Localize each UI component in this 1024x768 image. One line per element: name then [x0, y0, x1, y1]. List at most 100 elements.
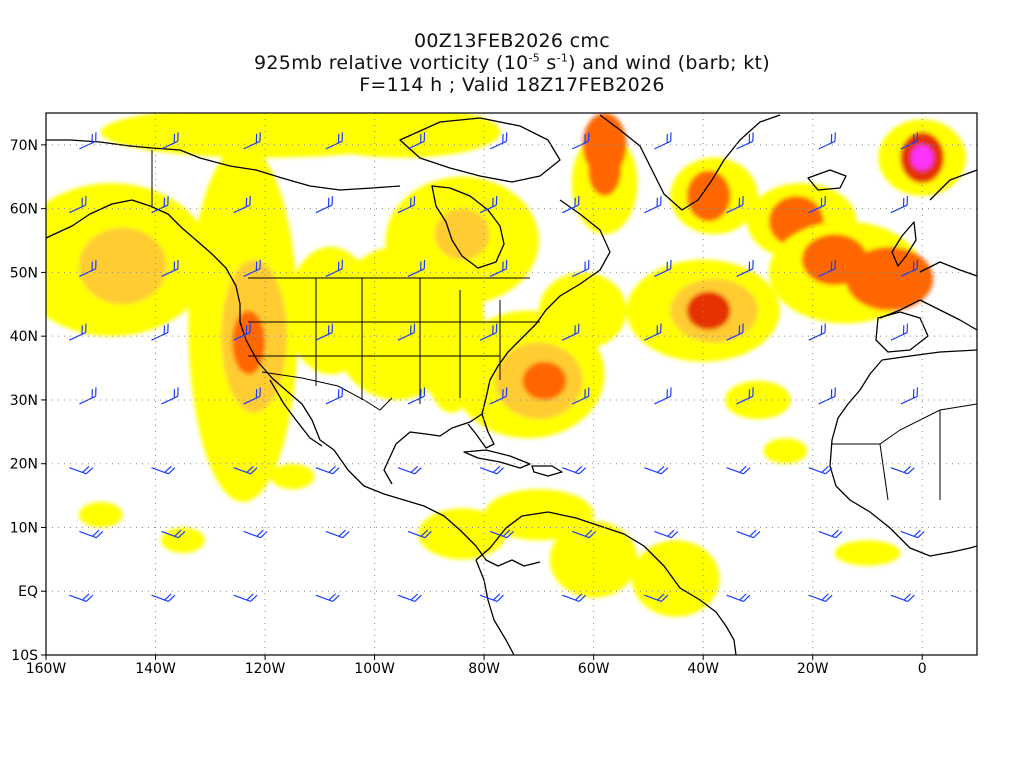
- coast-north-america-west: [46, 199, 541, 567]
- y-tick-label: 60N: [10, 202, 38, 218]
- wind-barb: [243, 132, 261, 150]
- wind-barb: [818, 529, 843, 539]
- political-borders: [151, 150, 977, 501]
- wind-barb: [489, 529, 514, 539]
- wind-barb: [151, 323, 169, 341]
- wind-barb: [325, 529, 350, 539]
- wind-barb: [890, 196, 909, 214]
- border-west-africa: [832, 403, 977, 501]
- wind-barb: [315, 323, 333, 341]
- wind-barb: [243, 387, 261, 405]
- wind-barb: [562, 196, 580, 214]
- wind-barb: [644, 465, 669, 475]
- border-us-states: [248, 278, 540, 404]
- wind-barb: [736, 529, 761, 539]
- vorticity-blob: [549, 521, 638, 598]
- vorticity-blob: [270, 463, 315, 490]
- coast-south-america-west: [475, 559, 515, 655]
- wind-barb: [808, 593, 833, 602]
- title-line-1: 00Z13FEB2026 cmc: [414, 30, 610, 52]
- wind-barb: [479, 465, 504, 475]
- wind-barb: [479, 593, 504, 602]
- coast-europe: [879, 169, 977, 331]
- x-tick-label: 100W: [354, 661, 395, 677]
- vorticity-blob: [686, 291, 731, 330]
- coast-greenland: [599, 114, 781, 211]
- wind-barb: [325, 387, 343, 405]
- wind-barb: [79, 387, 97, 405]
- wind-barb: [407, 529, 432, 539]
- wind-barb: [489, 259, 508, 277]
- coast-hudson-bay: [431, 185, 505, 269]
- wind-barb: [654, 387, 672, 405]
- wind-barb: [407, 132, 426, 150]
- coast-hispaniola: [531, 465, 563, 477]
- lat-lon-gridlines: [45, 113, 977, 656]
- wind-barb: [808, 323, 826, 341]
- wind-barb: [161, 132, 179, 150]
- wind-barb: [818, 132, 836, 150]
- title-exponent-1: -5: [528, 51, 541, 65]
- wind-barb: [315, 593, 340, 602]
- title-line-2: 925mb relative vorticity (10-5 s-1) and …: [0, 52, 1024, 74]
- vorticity-blob: [538, 272, 627, 349]
- wind-barb: [489, 387, 508, 405]
- wind-barb: [243, 529, 268, 539]
- wind-barb: [890, 465, 915, 475]
- wind-barb: [151, 465, 176, 475]
- wind-barb: [900, 132, 919, 150]
- coast-florida: [467, 413, 495, 449]
- wind-barb: [654, 132, 672, 150]
- vorticity-blob: [418, 508, 507, 560]
- wind-barb: [736, 132, 754, 150]
- wind-barb: [890, 593, 915, 602]
- vorticity-blob: [763, 438, 808, 464]
- title-line-2-part-c: ) and wind (barb; kt): [568, 52, 770, 74]
- wind-barb: [161, 529, 186, 539]
- y-tick-label: 10S: [11, 648, 38, 664]
- wind-barb: [407, 387, 426, 405]
- vorticity-blob: [911, 144, 934, 171]
- wind-barb: [572, 529, 597, 539]
- wind-barb: [69, 196, 87, 214]
- wind-barb: [233, 465, 258, 475]
- x-axis-labels: 160W 140W 120W 100W 80W 60W 40W 20W 0: [26, 655, 927, 677]
- wind-barb: [325, 259, 343, 277]
- vorticity-blob: [434, 208, 490, 260]
- wind-barb: [654, 259, 672, 277]
- x-tick-label: 20W: [797, 661, 829, 677]
- x-tick-label: 120W: [245, 661, 286, 677]
- wind-barb: [562, 323, 580, 341]
- wind-barb: [562, 465, 587, 475]
- wind-barb: [726, 465, 751, 475]
- wind-barb: [69, 323, 87, 341]
- coast-north-america-east: [383, 199, 611, 485]
- title-line-3: F=114 h ; Valid 18Z17FEB2026: [359, 74, 665, 96]
- y-tick-label: EQ: [18, 584, 38, 600]
- vorticity-blob: [834, 540, 901, 566]
- wind-barb: [654, 529, 679, 539]
- wind-barb: [325, 132, 343, 150]
- vorticity-blob: [522, 361, 567, 400]
- wind-barb: [479, 323, 498, 341]
- border-us-mexico: [261, 371, 393, 411]
- wind-barb: [726, 593, 751, 602]
- coast-africa: [829, 349, 977, 557]
- wind-barb: [479, 196, 498, 214]
- vorticity-blob: [725, 380, 791, 420]
- coast-baja: [269, 379, 323, 447]
- wind-barb: [900, 529, 925, 539]
- coast-cuba: [463, 449, 531, 469]
- wind-barb: [562, 593, 587, 602]
- x-tick-label: 60W: [578, 661, 610, 677]
- wind-barb: [79, 259, 97, 277]
- wind-barb: [315, 465, 340, 475]
- title-line-2-part-a: 925mb relative vorticity (10: [254, 52, 529, 74]
- wind-barb: [644, 196, 662, 214]
- wind-barb: [644, 593, 669, 602]
- wind-barb: [79, 529, 104, 539]
- wind-barb: [900, 259, 919, 277]
- wind-barb: [79, 132, 97, 150]
- y-axis-labels: 10S EQ 10N 20N 30N 40N 50N 60N 70N: [10, 138, 46, 664]
